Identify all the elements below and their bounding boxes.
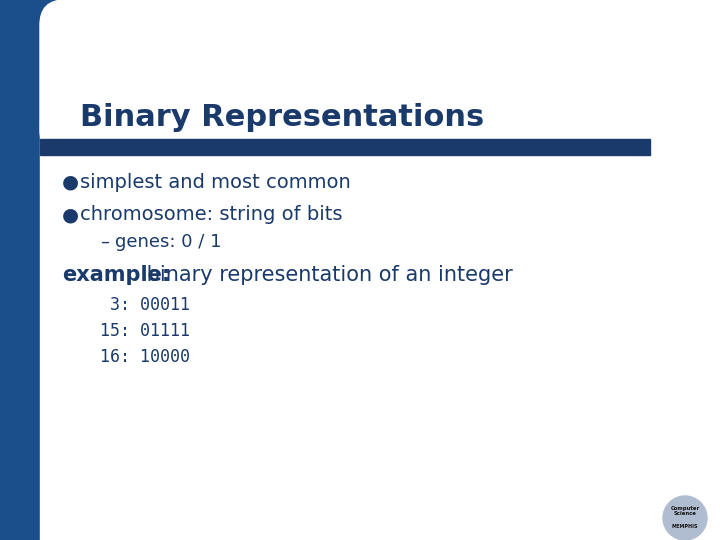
Text: chromosome: string of bits: chromosome: string of bits	[80, 206, 343, 225]
Text: genes: 0 / 1: genes: 0 / 1	[115, 233, 222, 251]
Text: binary representation of an integer: binary representation of an integer	[140, 265, 513, 285]
Circle shape	[663, 496, 707, 540]
Bar	[0, 120, 40, 540]
Bar	[40, 120, 720, 540]
Text: simplest and most common: simplest and most common	[80, 172, 351, 192]
Text: example:: example:	[62, 265, 170, 285]
Text: Computer
Science: Computer Science	[670, 505, 700, 516]
Text: MEMPHIS: MEMPHIS	[672, 523, 698, 529]
Bar	[40, 139, 650, 155]
Bar	[75, 0, 720, 170]
Text: Binary Representations: Binary Representations	[80, 103, 485, 132]
Text: ●: ●	[62, 172, 79, 192]
Text: 16: 10000: 16: 10000	[100, 348, 190, 366]
Text: 15: 01111: 15: 01111	[100, 322, 190, 340]
Text: –: –	[100, 233, 109, 251]
FancyBboxPatch shape	[40, 0, 240, 155]
Text: 3: 00011: 3: 00011	[100, 296, 190, 314]
Text: ●: ●	[62, 206, 79, 225]
Bar	[0, 0, 720, 120]
